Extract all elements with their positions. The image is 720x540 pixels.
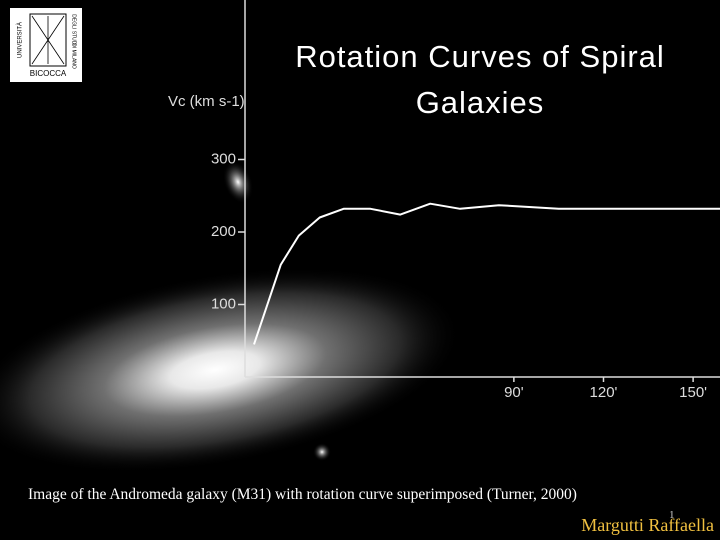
- logo-text: BICOCCA: [30, 69, 67, 78]
- logo: [10, 8, 82, 82]
- logo-text: UNIVERSITÀ: [17, 22, 24, 58]
- x-tick-label: 90': [504, 384, 524, 401]
- logo-text: DI MILANO: [71, 43, 77, 69]
- page-number: 1: [669, 509, 675, 521]
- x-tick-label: 120': [590, 384, 618, 401]
- satellite-galaxy: [313, 443, 331, 461]
- author: Margutti Raffaella: [581, 515, 714, 535]
- y-axis-label: Vc (km s-1): [168, 93, 245, 110]
- logo-text: DEGLI STUDI: [71, 14, 77, 45]
- caption: Image of the Andromeda galaxy (M31) with…: [28, 486, 577, 503]
- y-tick-label: 100: [211, 295, 236, 312]
- galaxy-image: [0, 266, 462, 474]
- x-tick-label: 150': [679, 384, 707, 401]
- logo-emblem: [31, 15, 65, 65]
- y-tick-label: 300: [211, 150, 236, 167]
- slide-title: Rotation Curves of Spiral Galaxies: [295, 39, 665, 120]
- y-tick-label: 200: [211, 223, 236, 240]
- rotation-curve: [253, 202, 720, 345]
- logo-emblem: [29, 13, 67, 67]
